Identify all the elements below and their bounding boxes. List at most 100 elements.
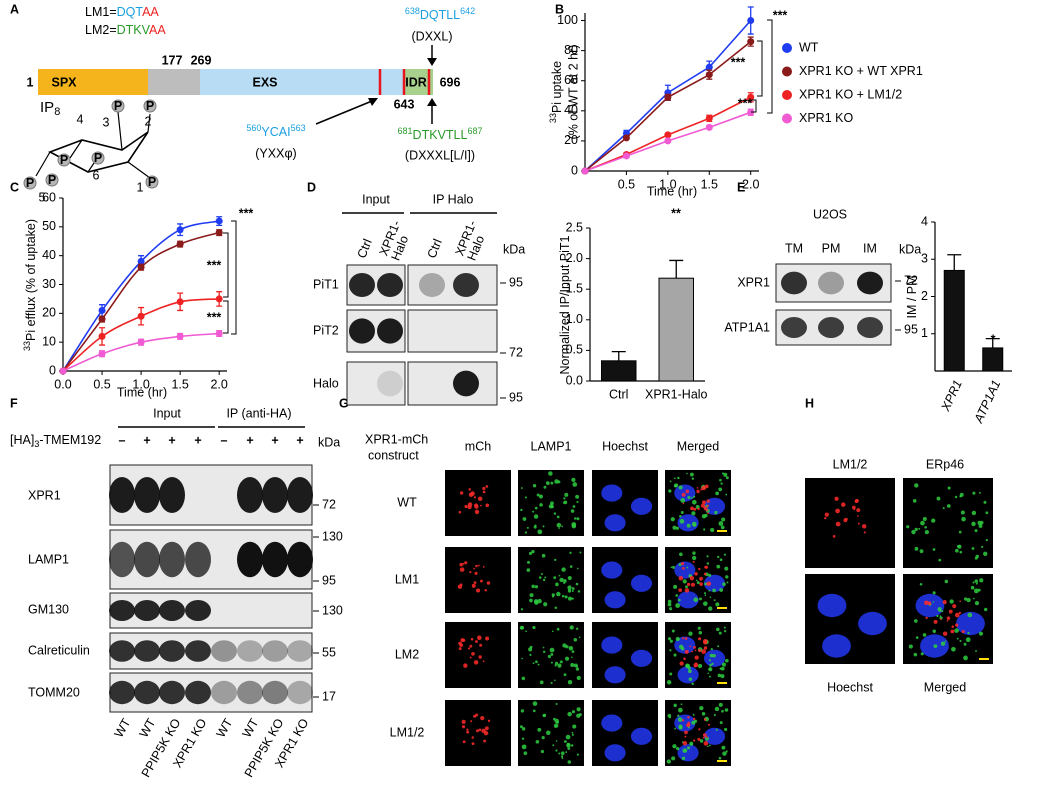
signal [553,512,557,515]
signal [940,641,946,646]
signal [974,579,979,583]
signal [699,705,704,711]
signal [703,592,707,595]
blot-band [159,680,185,705]
nucleus [674,636,696,654]
signal [724,727,728,732]
signal [563,497,566,500]
signal [924,600,929,605]
data-point [622,134,630,142]
treatment-sign: – [119,433,126,447]
signal [708,675,711,678]
data-point [747,93,755,101]
blot-band [185,541,211,578]
bar [943,269,965,372]
signal [697,737,701,741]
significance: ** [671,206,681,220]
nucleus [601,561,623,579]
treatment-sign: + [168,433,175,447]
signal [689,645,692,648]
blot-panel [407,361,498,406]
signal [720,666,725,671]
signal [524,496,527,499]
series-line [584,40,752,172]
signal [704,565,708,569]
signal [703,528,706,531]
blot-band [185,680,211,705]
signal [966,598,971,603]
micrograph [445,622,511,688]
error-bar [669,259,684,279]
signal [570,663,575,668]
ring-bonds [35,111,151,179]
data-point [664,93,672,101]
signal [914,619,918,623]
signal [485,636,490,641]
kda-marker: 130 [322,529,343,543]
signal [680,498,686,503]
phosphates: P PP PP PP [23,99,159,190]
signal [691,477,695,480]
signal [725,493,728,496]
construct-suffix: -TMEM192 [39,433,101,447]
signal [549,647,555,653]
panel-label: E [737,180,745,194]
blot-band [287,680,313,705]
signal [561,567,566,572]
signal [700,488,703,491]
data-point [137,312,145,320]
signal [520,608,524,611]
signal [854,498,859,503]
cell-line: U2OS [813,207,847,221]
image-label: Merged [924,680,966,694]
signal [932,591,936,595]
residue-start: 1 [27,75,34,89]
row-label: Calreticulin [28,643,90,657]
signal [950,629,955,634]
significance-bracket [223,232,229,298]
row-label: XPR1 [28,488,61,502]
signal [470,491,475,496]
column-header: mCh [465,439,491,453]
signal [863,531,866,534]
signal [478,655,482,659]
row-label: LM1/2 [390,725,425,739]
signal [571,597,574,600]
signal [532,662,535,665]
signal [954,612,960,618]
signal [553,679,556,682]
signal [557,663,562,668]
signal [567,711,572,717]
x-tick-label: 2.0 [742,177,759,191]
signal [696,486,699,489]
kda-marker: 95 [904,322,918,336]
signal [463,663,468,668]
significance-bracket [223,300,229,334]
data-point [215,229,223,237]
blot-band [237,640,263,662]
blot-panel [407,309,498,353]
y-tick-label: 0.5 [566,343,583,357]
x-tick-label: Ctrl [609,387,628,401]
construct-subscript: 3 [34,439,39,449]
signal [721,745,726,750]
signal [931,518,936,523]
signal [936,496,941,501]
image-label: LM1/2 [833,457,868,471]
domain-label: EXS [252,75,277,89]
signal [978,491,981,494]
blot-band [781,271,807,295]
signal [845,517,848,521]
panel-label: H [805,396,814,410]
signal [691,511,696,516]
signal [718,487,723,492]
lane-label: WT [137,716,159,740]
panel-label: D [307,180,316,194]
signal [692,551,696,555]
data-point [137,338,145,346]
signal [692,739,696,742]
y-axis-label-text: Normalized IP/Input PiT1 [558,235,572,374]
signal [576,500,579,504]
blot-band [109,541,135,578]
signal [924,525,927,529]
